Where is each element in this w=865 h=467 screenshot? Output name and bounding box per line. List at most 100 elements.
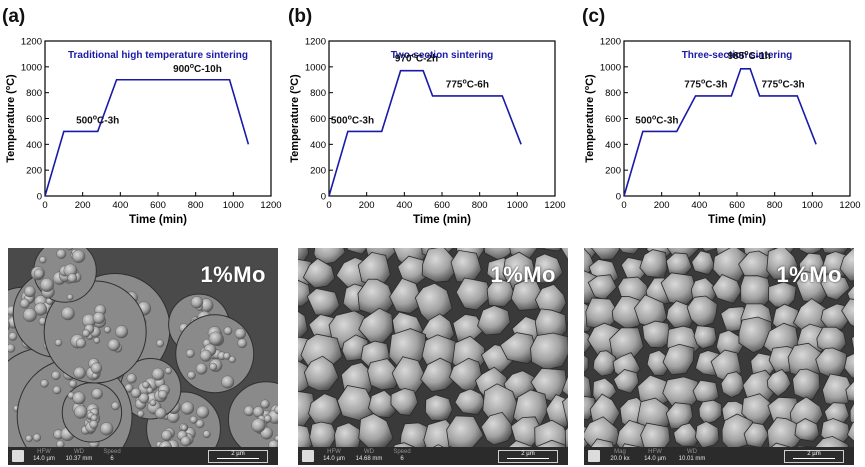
- sem-fine-grain: [146, 387, 154, 394]
- sem-fine-grain: [54, 338, 63, 347]
- y-tick-label: 200: [26, 166, 42, 177]
- sem-grain: [455, 277, 492, 311]
- sem-fine-grain: [274, 405, 278, 415]
- sem-fine-grain: [221, 375, 235, 389]
- sem-fine-grain: [157, 389, 168, 400]
- sem-fine-grain: [180, 436, 191, 447]
- sem-fine-grain: [33, 268, 45, 280]
- sem-fine-grain: [91, 388, 103, 400]
- y-tick-label: 800: [605, 88, 621, 99]
- chart-title: Two-section sintering: [391, 50, 494, 61]
- sem-grain: [766, 248, 799, 280]
- sem-fine-grain: [185, 349, 195, 358]
- sem-grain: [566, 321, 568, 326]
- sem-fine-grain: [92, 311, 106, 325]
- x-axis-label: Time (min): [413, 214, 471, 226]
- sem-info-bar: HFW 14.0 µm WD 14.68 mm Speed 6 2 µm: [298, 447, 568, 465]
- x-tick-label: 600: [729, 200, 745, 211]
- y-tick-label: 1000: [600, 62, 621, 73]
- sem-grain: [662, 343, 695, 376]
- sem-fine-grain: [73, 366, 86, 380]
- sem-fine-grain: [115, 325, 129, 339]
- panel-label: (b): [288, 6, 312, 27]
- scale-bar: 2 µm: [784, 450, 844, 463]
- segment-annotation: 500oC-3h: [76, 115, 119, 127]
- sem-fine-grain: [126, 373, 137, 384]
- sem-grain: [420, 357, 455, 393]
- y-tick-label: 1200: [305, 37, 326, 48]
- sem-grain: [698, 399, 723, 425]
- sem-grain: [298, 310, 309, 339]
- sem-grain: [584, 395, 596, 421]
- wd-label: WD: [74, 449, 84, 455]
- speed-value: 6: [400, 456, 404, 462]
- sem-fine-grain: [260, 399, 270, 409]
- wd-cell: WD 10.01 mm: [676, 449, 708, 463]
- sem-grain: [424, 394, 453, 422]
- x-tick-label: 1200: [839, 200, 860, 211]
- x-tick-label: 200: [654, 200, 670, 211]
- y-axis-label: Temperature (oC): [289, 74, 301, 163]
- sem-fine-grain: [99, 422, 114, 436]
- sem-grain: [454, 388, 486, 416]
- y-tick-label: 0: [321, 192, 326, 203]
- sem-fine-grain: [151, 367, 165, 381]
- sem-fine-grain: [138, 392, 150, 404]
- segment-annotation: 775oC-3h: [761, 79, 804, 91]
- sem-fine-grain: [8, 320, 11, 331]
- x-tick-label: 400: [112, 200, 128, 211]
- instrument-logo-icon: [588, 450, 600, 462]
- x-axis-label: Time (min): [129, 214, 187, 226]
- sem-grain: [798, 248, 823, 256]
- segment-annotation: 500oC-3h: [635, 115, 678, 127]
- sem-fine-grain: [107, 338, 121, 352]
- sem-micrograph-a: [8, 248, 278, 465]
- hfw-label: HFW: [648, 449, 662, 455]
- x-tick-label: 800: [767, 200, 783, 211]
- sem-grain: [367, 358, 401, 391]
- sem-fine-grain: [90, 362, 103, 374]
- sem-grain: [560, 248, 568, 260]
- sem-grain: [499, 332, 538, 365]
- x-tick-label: 0: [326, 200, 331, 211]
- hfw-value: 14.0 µm: [323, 456, 345, 462]
- sem-fine-grain: [187, 370, 196, 380]
- scale-bar-label: 2 µm: [231, 451, 245, 457]
- sem-grain: [701, 248, 719, 253]
- sem-fine-grain: [93, 337, 101, 344]
- sem-fine-grain: [66, 293, 74, 301]
- sem-grain: [530, 332, 568, 371]
- sem-fine-grain: [51, 370, 61, 381]
- sem-grain: [584, 248, 595, 278]
- y-tick-label: 600: [605, 114, 621, 125]
- sem-fine-grain: [39, 277, 55, 292]
- sem-label: 1%Mo: [490, 262, 556, 287]
- sem-fine-grain: [82, 329, 91, 338]
- y-tick-label: 200: [310, 166, 326, 177]
- segment-annotation: 985oC-1h: [728, 50, 771, 62]
- y-tick-label: 1200: [21, 37, 42, 48]
- sem-grain: [794, 418, 820, 442]
- x-tick-label: 0: [42, 200, 47, 211]
- sem-grain: [306, 288, 341, 317]
- x-tick-label: 1200: [260, 200, 281, 211]
- sem-fine-grain: [196, 405, 210, 419]
- sem-fine-grain: [72, 391, 86, 405]
- sem-grain: [641, 320, 672, 349]
- y-tick-label: 600: [26, 114, 42, 125]
- wd-value: 14.68 mm: [355, 456, 383, 462]
- y-tick-label: 0: [37, 192, 42, 203]
- sem-fine-grain: [223, 326, 233, 336]
- speed-label: Speed: [393, 449, 411, 455]
- sem-grain: [738, 316, 773, 354]
- scale-bar-label: 2 µm: [807, 451, 821, 457]
- speed-cell: Speed 6: [100, 449, 124, 463]
- temperature-series-line: [623, 67, 817, 197]
- x-tick-label: 0: [621, 200, 626, 211]
- sem-fine-grain: [149, 399, 157, 407]
- sem-fine-grain: [40, 379, 49, 388]
- sem-grain: [302, 258, 336, 289]
- sem-grain: [533, 253, 564, 284]
- sem-grain: [673, 422, 700, 447]
- hfw-cell: HFW 14.0 µm: [320, 449, 348, 463]
